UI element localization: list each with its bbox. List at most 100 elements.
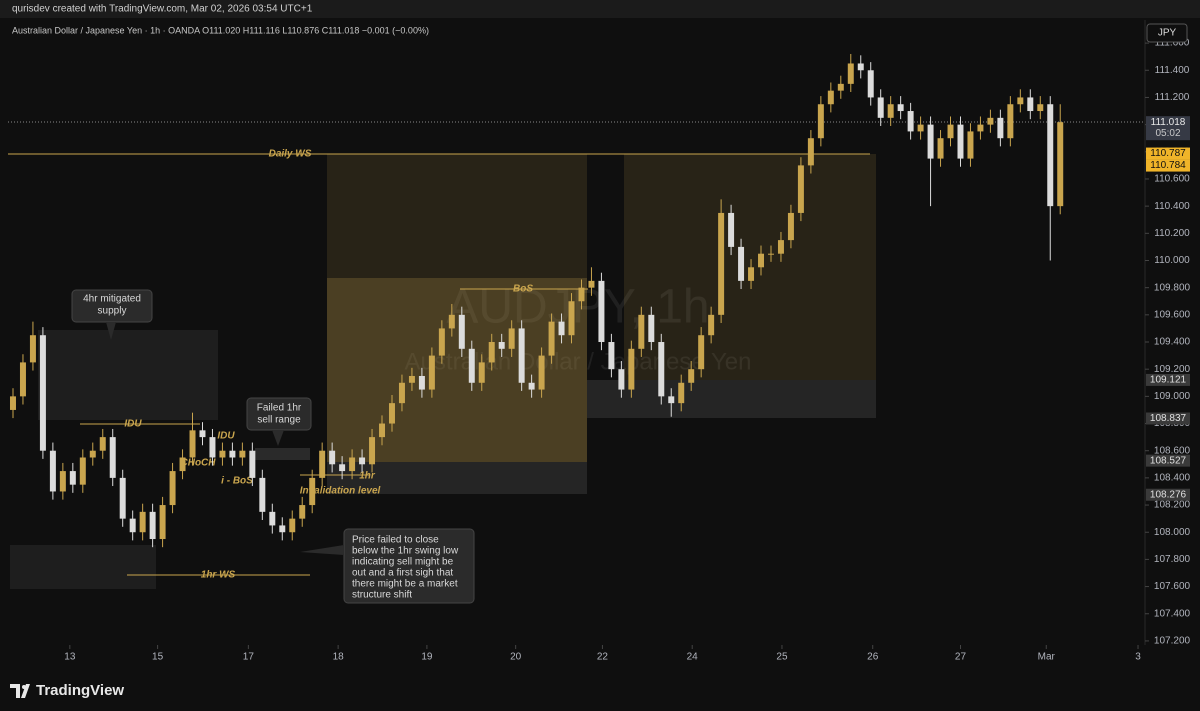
candle-body: [658, 342, 665, 397]
candle-body: [498, 342, 505, 349]
candle-body: [269, 511, 276, 526]
candle-body: [39, 335, 46, 451]
zone: [327, 462, 587, 494]
candle-body: [468, 348, 475, 383]
annotation: BoS: [513, 284, 533, 295]
candle-body: [797, 165, 804, 213]
currency-button[interactable]: [1146, 23, 1188, 43]
candle-body: [977, 124, 984, 132]
price-label-box: [1146, 159, 1190, 172]
callout-text: Failed 1hr: [257, 403, 302, 414]
candle-body: [558, 321, 565, 336]
header-bar: [0, 0, 1200, 18]
y-tick-label: 109.400: [1154, 337, 1191, 348]
candle-body: [588, 280, 595, 288]
x-tick-label: 3: [1135, 652, 1141, 663]
candle-body: [279, 525, 286, 533]
price-label: 108.527: [1150, 455, 1187, 466]
candle-body: [987, 117, 994, 125]
x-tick-label: 17: [243, 652, 255, 663]
brand-logo-dot: [22, 685, 26, 689]
callout-text: supply: [98, 306, 127, 317]
candle-body: [239, 450, 246, 458]
callout-tip: [272, 430, 284, 446]
candle-body: [249, 450, 256, 478]
candle-body: [408, 375, 415, 383]
y-tick-label: 110.600: [1154, 174, 1190, 185]
candle-body: [947, 124, 954, 139]
candle-body: [927, 124, 934, 159]
candle-body: [428, 355, 435, 390]
y-tick-label: 110.400: [1154, 201, 1190, 212]
callout-text: indicating sell might be: [352, 557, 454, 568]
candle-body: [728, 212, 735, 247]
candle-body: [528, 382, 535, 390]
zone: [587, 380, 876, 418]
candle-body: [937, 138, 944, 159]
callout-text: there might be a market: [352, 579, 458, 590]
y-tick-label: 111.600: [1155, 38, 1190, 49]
y-tick-label: 109.200: [1154, 364, 1191, 375]
x-tick-label: 19: [421, 652, 433, 663]
source: qurisdev created with TradingView.com, M…: [12, 4, 313, 15]
candle-body: [738, 246, 745, 281]
candle-body: [359, 457, 366, 465]
y-tick-label: 111.400: [1155, 65, 1190, 76]
candle-body: [59, 471, 66, 492]
candle-body: [548, 321, 555, 356]
x-tick-label: Mar: [1038, 652, 1056, 663]
y-tick-label: 109.000: [1154, 391, 1191, 402]
price-label: 109.121: [1150, 375, 1187, 386]
y-tick-label: 107.600: [1154, 581, 1191, 592]
annotation: IDU: [124, 419, 142, 430]
price-label-box: [1146, 147, 1190, 160]
candle-body: [767, 253, 774, 255]
candle-body: [229, 450, 236, 458]
y-tick-label: 107.800: [1154, 554, 1191, 565]
candle-body: [827, 90, 834, 105]
candle-body: [997, 117, 1004, 139]
candle-body: [628, 348, 635, 390]
candle-body: [299, 505, 306, 519]
candle-body: [379, 423, 386, 438]
price-label-box: [1146, 412, 1190, 425]
candle-body: [309, 477, 316, 506]
zone: [38, 330, 218, 420]
price-label: 108.837: [1150, 413, 1187, 424]
zone: [327, 154, 587, 278]
x-tick-label: 25: [776, 652, 788, 663]
y-tick-label: 107.200: [1154, 636, 1191, 647]
zone: [10, 545, 156, 589]
candle-body: [388, 403, 395, 424]
candle-body: [398, 382, 405, 404]
callout-text: out and a first sigh that: [352, 568, 453, 579]
candle-body: [488, 342, 495, 363]
price-label-box: [1146, 373, 1190, 386]
y-tick-label: 108.400: [1154, 473, 1191, 484]
candle-body: [1027, 97, 1034, 112]
price-label: 108.276: [1150, 489, 1187, 500]
x-tick-label: 24: [687, 652, 699, 663]
candle-body: [159, 505, 166, 540]
candle-body: [917, 124, 924, 132]
x-tick-label: 20: [510, 652, 522, 663]
candle-body: [678, 382, 685, 404]
candle-body: [518, 328, 525, 383]
zone: [624, 154, 876, 380]
x-tick-label: 13: [64, 652, 76, 663]
price-label: 110.784: [1150, 160, 1186, 171]
y-tick-label: 110.000: [1154, 255, 1190, 266]
candle-body: [837, 83, 844, 91]
zone: [255, 448, 310, 460]
candle-body: [9, 396, 16, 410]
candle-body: [19, 362, 26, 397]
candle-body: [478, 362, 485, 383]
candle-body: [718, 212, 725, 315]
candle-body: [887, 104, 894, 118]
candle-body: [119, 477, 126, 519]
callout-text: Price failed to close: [352, 535, 439, 546]
candle-body: [568, 301, 575, 336]
price-label: 110.787: [1150, 148, 1186, 159]
last-price: 111.018: [1151, 117, 1186, 128]
candle-body: [758, 253, 765, 268]
